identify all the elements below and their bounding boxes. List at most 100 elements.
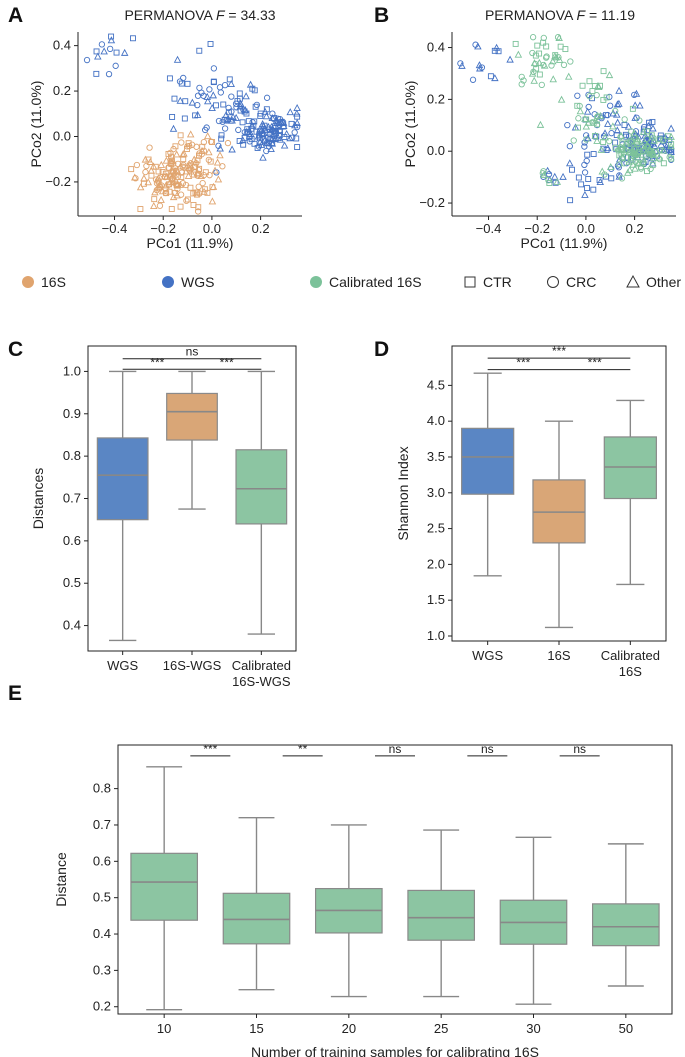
point-wgs-ctr: [93, 48, 100, 55]
point-wgs-crc: [581, 143, 588, 150]
point-calibrated-16s-ctr: [644, 128, 650, 135]
y-axis-label: PCo2 (11.0%): [28, 81, 44, 168]
point-16s-ctr: [148, 172, 155, 179]
point-wgs-other: [245, 131, 254, 139]
point-wgs-ctr: [166, 75, 173, 82]
point-wgs-other: [649, 159, 657, 167]
point-wgs-crc: [604, 111, 611, 119]
point-calibrated-16s-other: [549, 57, 557, 65]
point-wgs-ctr: [646, 119, 653, 126]
legend-label: 16S: [41, 274, 66, 290]
point-calibrated-16s-ctr: [634, 150, 641, 157]
point-wgs-other: [120, 48, 129, 56]
y-tick-label: 2.0: [427, 556, 445, 571]
y-tick-label: 0.5: [93, 890, 111, 905]
panel-c-boxplot: 0.4 0.5 0.6 0.7 0.8 0.9 1.0 Distances WGS 16S-WGS…: [30, 345, 297, 689]
point-calibrated-16s-ctr: [668, 141, 675, 148]
point-16s-other: [213, 158, 222, 166]
point-16s-crc: [133, 161, 141, 169]
x-tick-label: 16S: [547, 648, 570, 663]
point-16s-ctr: [168, 206, 175, 212]
point-16s-crc: [156, 175, 163, 182]
point-calibrated-16s-crc: [621, 116, 628, 123]
point-wgs-other: [176, 96, 185, 104]
point-calibrated-16s-other: [593, 136, 601, 144]
point-wgs-other: [232, 113, 240, 121]
point-16s-other: [208, 197, 217, 205]
y-tick-label: 0.2: [93, 999, 111, 1014]
point-calibrated-16s-crc: [628, 128, 635, 135]
x-tick-label: 30: [526, 1021, 540, 1036]
point-16s-crc: [194, 208, 202, 215]
point-wgs-other: [242, 92, 250, 100]
point-16s-other: [216, 151, 224, 159]
point-wgs-ctr: [649, 118, 656, 125]
significance-label: **: [298, 742, 308, 756]
point-calibrated-16s-crc: [656, 155, 663, 163]
legend-marker-16s: [22, 276, 34, 288]
point-16s-ctr: [137, 206, 144, 212]
point-calibrated-16s-crc: [555, 54, 562, 61]
box-16s-wgs: [166, 392, 218, 441]
point-wgs-ctr: [608, 175, 615, 182]
point-wgs-ctr: [239, 119, 246, 126]
panel-letter-e: E: [8, 682, 22, 705]
point-wgs-other: [246, 80, 255, 88]
point-16s-crc: [199, 179, 206, 187]
point-16s-other: [151, 188, 159, 196]
point-wgs-ctr: [254, 145, 261, 151]
point-wgs-crc: [598, 113, 605, 120]
significance-label: ns: [481, 742, 494, 756]
point-wgs-crc: [564, 122, 571, 129]
point-wgs-crc: [289, 134, 296, 141]
point-wgs-other: [254, 132, 263, 140]
point-wgs-other: [581, 190, 589, 198]
point-wgs-other: [188, 98, 197, 106]
point-wgs-ctr: [269, 139, 276, 146]
point-wgs-other: [624, 122, 633, 130]
box-15: [222, 892, 291, 945]
point-16s-crc: [195, 183, 202, 190]
point-16s-other: [172, 150, 181, 158]
point-16s-ctr: [166, 188, 173, 195]
x-tick-label: 15: [249, 1021, 263, 1036]
point-calibrated-16s-ctr: [536, 71, 543, 78]
point-16s-ctr: [180, 156, 187, 163]
point-16s-crc: [205, 156, 212, 163]
point-wgs-other: [107, 36, 116, 44]
point-16s-other: [179, 150, 187, 158]
point-16s-ctr: [140, 180, 147, 187]
point-wgs-crc: [225, 104, 232, 112]
point-calibrated-16s-crc: [586, 93, 593, 100]
point-calibrated-16s-crc: [520, 77, 527, 84]
point-calibrated-16s-crc: [530, 68, 537, 75]
point-wgs-other: [601, 129, 609, 137]
point-calibrated-16s-crc: [518, 81, 525, 88]
point-wgs-ctr: [213, 102, 219, 109]
point-wgs-ctr: [278, 118, 285, 125]
point-16s-crc: [200, 138, 208, 146]
point-16s-other: [182, 167, 190, 175]
box-wgs: [96, 437, 149, 521]
y-tick-label: 0.2: [53, 83, 71, 98]
legend-label: CRC: [566, 274, 596, 290]
point-16s-ctr: [172, 143, 179, 150]
point-calibrated-16s-ctr: [619, 140, 626, 147]
x-axis-label: PCo1 (11.9%): [521, 235, 608, 251]
point-calibrated-16s-other: [552, 53, 560, 61]
point-calibrated-16s-crc: [650, 134, 657, 142]
panel-letter-c: C: [8, 338, 23, 361]
significance-label: ***: [588, 356, 602, 370]
point-16s-ctr: [185, 140, 192, 147]
point-wgs-other: [262, 112, 271, 120]
point-wgs-other: [506, 55, 514, 63]
point-calibrated-16s-ctr: [557, 43, 564, 50]
point-calibrated-16s-other: [564, 72, 573, 80]
point-wgs-other: [268, 139, 277, 147]
point-16s-ctr: [207, 158, 214, 165]
point-16s-ctr: [209, 139, 216, 145]
x-tick-label: 0.2: [252, 221, 270, 236]
point-16s-ctr: [168, 153, 174, 160]
y-tick-label: 0.7: [93, 817, 111, 832]
